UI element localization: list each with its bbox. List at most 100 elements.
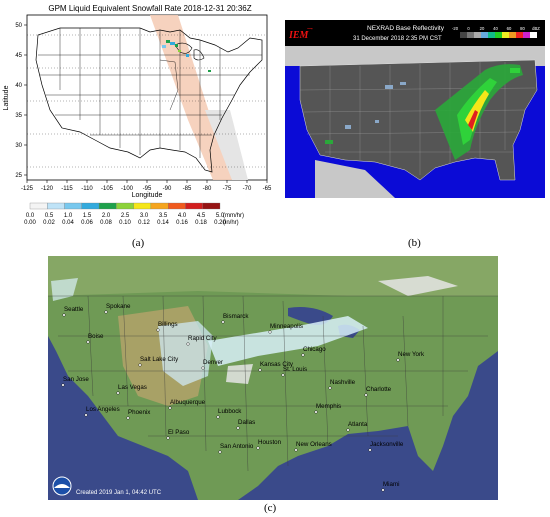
legend-mmhr-label: 1.5 — [83, 213, 92, 219]
city-marker — [301, 353, 305, 357]
city-label: Kansas City — [260, 361, 294, 368]
legend-inhr-label: 0.04 — [62, 220, 74, 226]
legend-inhr-label: 0.08 — [100, 220, 112, 226]
city-label: Salt Lake City — [140, 356, 179, 363]
dbz-scale: -20 0 20 40 60 80 dBZ — [452, 26, 540, 38]
legend-swatch — [98, 202, 117, 210]
legend-inhr-label: 0.14 — [157, 220, 169, 226]
city-label: Denver — [203, 359, 223, 366]
great-lakes — [174, 42, 205, 61]
city-marker — [86, 340, 90, 344]
panel-a-gpm-map: GPM Liquid Equivalent Snowfall Rate 2018… — [3, 4, 272, 226]
legend-unit-mmhr: (mm/hr) — [223, 213, 244, 219]
city-marker — [84, 413, 88, 417]
city-marker — [258, 368, 262, 372]
city-marker — [201, 366, 205, 370]
dbz-swatch — [516, 32, 523, 38]
legend-mmhr-label: 4.5 — [197, 213, 206, 219]
dbz-scale-label: 60 — [507, 26, 512, 31]
city-label: New York — [398, 351, 425, 358]
city-marker — [138, 363, 142, 367]
dbz-scale-label: -20 — [452, 26, 459, 31]
legend-swatch — [116, 202, 134, 210]
panel-a-y-ticks: 50 45 40 35 30 25 — [15, 23, 27, 179]
panel-b-title: NEXRAD Base Reflectivity — [367, 25, 445, 32]
city-label: Los Angeles — [86, 406, 120, 413]
legend-inhr-label: 0.12 — [138, 220, 150, 226]
y-tick-label: 35 — [15, 113, 22, 119]
city-label: Nashville — [330, 379, 356, 386]
city-marker — [381, 488, 385, 492]
legend-mmhr-label: 3.0 — [140, 213, 149, 219]
panel-a-xlabel: Longitude — [132, 192, 163, 199]
legend-unit-inhr: (in/hr) — [223, 220, 239, 226]
caption-a: (a) — [132, 237, 145, 249]
reflectivity-echoes — [325, 64, 523, 160]
y-tick-label: 45 — [15, 53, 22, 59]
dbz-swatch — [481, 32, 488, 38]
legend-mmhr-label: 4.0 — [178, 213, 187, 219]
x-tick-label: -85 — [183, 186, 192, 192]
x-tick-label: -100 — [121, 186, 134, 192]
x-tick-label: -65 — [263, 186, 272, 192]
city-marker — [156, 328, 160, 332]
dbz-scale-label: 80 — [520, 26, 525, 31]
city-marker — [294, 448, 298, 452]
city-marker — [364, 393, 368, 397]
city-label: St. Louis — [283, 366, 307, 373]
city-label: Las Vegas — [118, 384, 147, 391]
dbz-swatch — [488, 32, 495, 38]
dbz-swatch — [467, 32, 474, 38]
legend-swatch — [64, 202, 82, 210]
city-marker — [104, 310, 108, 314]
canada-land — [48, 256, 498, 296]
city-label: San Antonio — [220, 443, 254, 450]
city-label: San Jose — [63, 376, 89, 383]
dbz-scale-label: 40 — [493, 26, 498, 31]
city-marker — [281, 373, 285, 377]
legend-swatch — [81, 202, 100, 210]
legend-swatch — [185, 202, 203, 210]
legend-swatch — [202, 202, 221, 210]
panel-b-timestamp: 31 December 2018 2:35 PM CST — [353, 36, 442, 42]
dbz-swatch — [474, 32, 481, 38]
city-label: Phoenix — [128, 409, 151, 416]
panel-b-nexrad-map: IEM ⟶ NEXRAD Base Reflectivity 31 Decemb… — [285, 20, 545, 198]
canada-land — [285, 46, 545, 66]
city-label: Miami — [383, 481, 400, 488]
x-tick-label: -110 — [81, 186, 93, 192]
city-marker — [218, 450, 222, 454]
legend-inhr-label: 0.06 — [81, 220, 93, 226]
compass-icon: ⟶ — [307, 26, 313, 31]
city-marker — [116, 391, 120, 395]
dbz-swatch — [453, 32, 460, 38]
x-tick-label: -80 — [203, 186, 212, 192]
x-tick-label: -90 — [163, 186, 172, 192]
city-label: Rapid City — [188, 335, 217, 342]
satellite-swath — [150, 15, 238, 180]
x-tick-label: -115 — [61, 186, 73, 192]
city-marker — [314, 410, 318, 414]
legend-mmhr-label: 0.0 — [26, 213, 35, 219]
city-marker — [256, 446, 260, 450]
x-tick-label: -70 — [243, 186, 252, 192]
snow-cover — [51, 276, 458, 386]
city-label: Billings — [158, 321, 178, 328]
noaa-bird-icon — [54, 484, 70, 488]
city-marker — [396, 358, 400, 362]
us-outline — [35, 27, 263, 173]
panel-c-snow-map: Seattle Spokane Billings Bismarck Minneapoli… — [48, 256, 498, 500]
city-marker — [368, 448, 372, 452]
city-label: Dallas — [238, 419, 255, 426]
city-label: Chicago — [303, 346, 326, 353]
iem-logo: IEM — [288, 30, 310, 41]
city-marker — [126, 416, 130, 420]
legend-inhr-label: 0.02 — [43, 220, 55, 226]
city-labels: Seattle Spokane Billings Bismarck Minneapoli… — [61, 303, 425, 492]
legend-inhr-label: 0.00 — [24, 220, 36, 226]
legend-swatch — [29, 202, 48, 210]
legend-mmhr-label: 2.0 — [102, 213, 111, 219]
city-label: Minneapolis — [270, 323, 303, 330]
dbz-swatch — [460, 32, 467, 38]
legend-mmhr-label: 5.0 — [216, 213, 225, 219]
